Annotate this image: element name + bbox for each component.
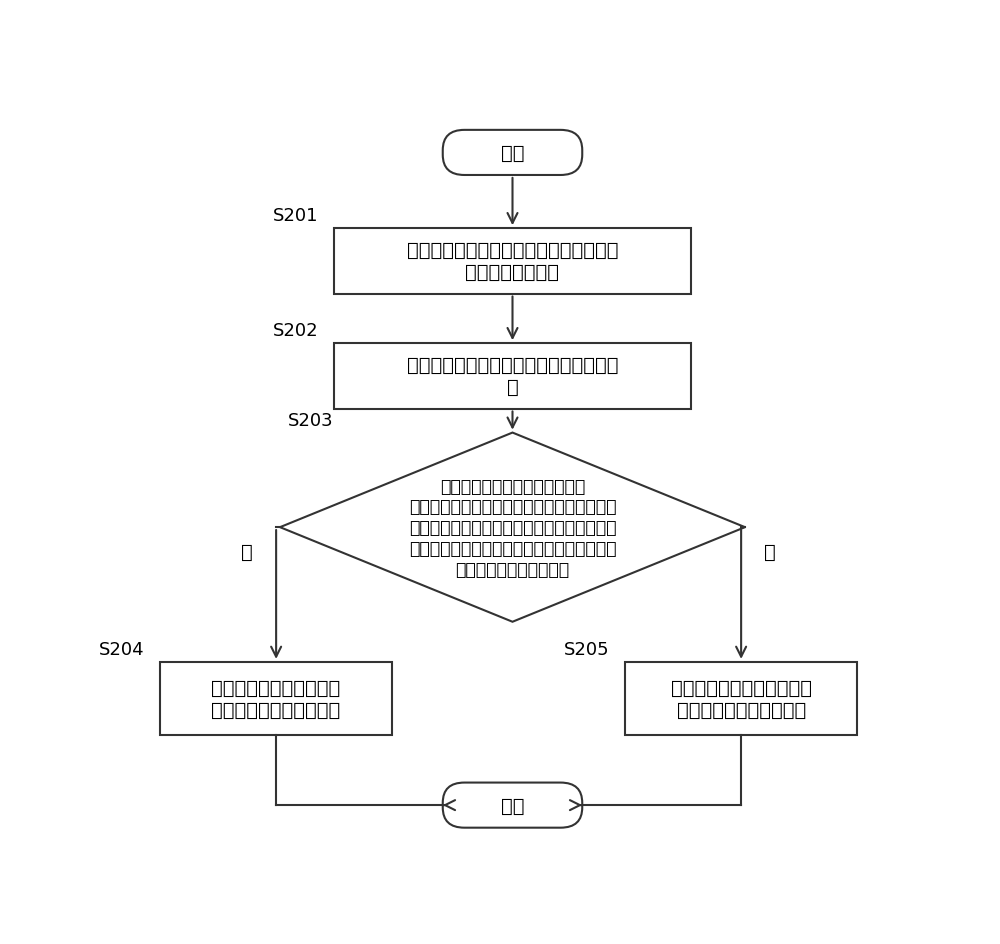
Text: S202: S202 (273, 322, 319, 340)
Text: 结束: 结束 (501, 796, 524, 815)
Text: S205: S205 (564, 640, 609, 659)
Text: 计算母线电压与预设的参考电压的电压差
值: 计算母线电压与预设的参考电压的电压差 值 (407, 356, 618, 396)
Text: S204: S204 (99, 640, 144, 659)
Text: 判断电压差值与参考电压的比值
是否大于等于第一比值阈值，或电压差值与参
考电压的比值是否大于等于第二比值阈值且电
压上升率大于等于上升率阈值，其中，第一比
值阈: 判断电压差值与参考电压的比值 是否大于等于第一比值阈值，或电压差值与参 考电压的… (409, 477, 616, 578)
Text: S203: S203 (288, 412, 333, 430)
Bar (334, 228, 691, 295)
Text: 获取直流母线的母线电压，同时检测母线
电压的电压上升率: 获取直流母线的母线电压，同时检测母线 电压的电压上升率 (407, 241, 618, 282)
Text: 否: 否 (764, 542, 776, 561)
Bar (625, 662, 857, 734)
Text: 判定直流母线的母线电压
处于异常的电压升高状态: 判定直流母线的母线电压 处于异常的电压升高状态 (212, 678, 341, 719)
Bar (334, 344, 691, 409)
Bar (160, 662, 392, 734)
Text: 开始: 开始 (501, 143, 524, 162)
FancyBboxPatch shape (443, 130, 582, 176)
Text: 是: 是 (241, 542, 253, 561)
Text: S201: S201 (273, 208, 319, 226)
Polygon shape (280, 433, 745, 622)
Text: 判定直流母线的母线电压未
处于异常的电压升高状态: 判定直流母线的母线电压未 处于异常的电压升高状态 (671, 678, 812, 719)
FancyBboxPatch shape (443, 783, 582, 828)
